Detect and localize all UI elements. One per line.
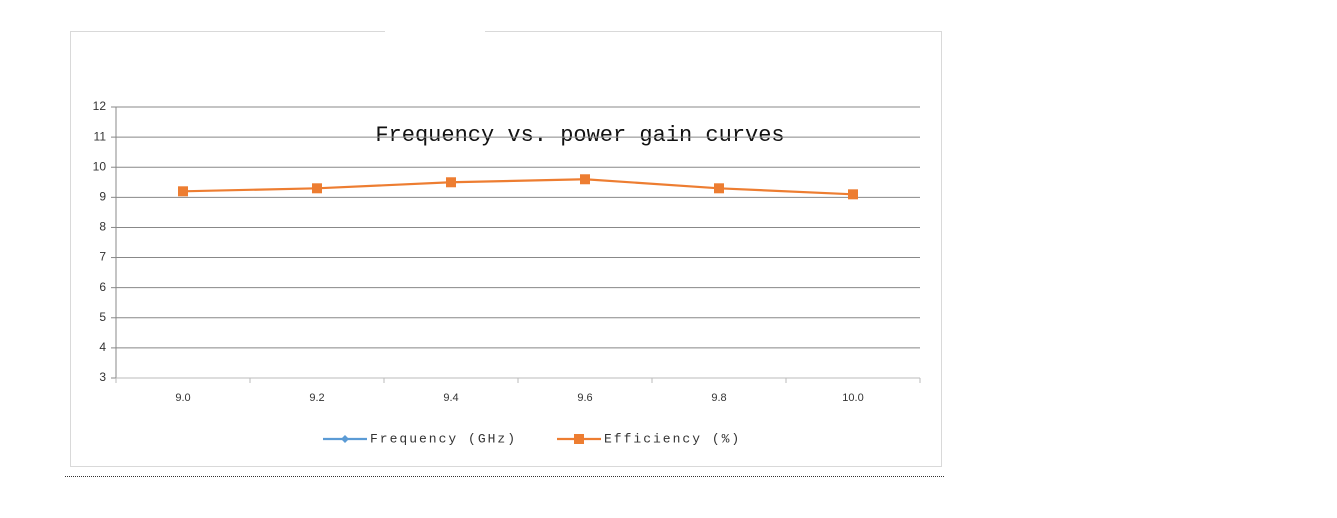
y-tick-label: 6 bbox=[99, 280, 106, 294]
y-tick-label: 9 bbox=[99, 190, 106, 204]
marker bbox=[312, 183, 322, 194]
y-tick-label: 10 bbox=[93, 159, 107, 173]
x-tick-label: 9.4 bbox=[443, 392, 458, 404]
y-tick-label: 8 bbox=[99, 220, 106, 234]
y-tick-label: 12 bbox=[93, 99, 107, 113]
y-tick-label: 5 bbox=[99, 310, 106, 324]
x-tick-label: 10.0 bbox=[842, 392, 863, 404]
x-tick-label: 9.6 bbox=[577, 392, 592, 404]
series-line bbox=[182, 178, 854, 196]
marker bbox=[714, 183, 724, 194]
x-tick-label: 9.0 bbox=[175, 392, 190, 404]
x-tick-label: 9.2 bbox=[309, 392, 324, 404]
chart-title: Frequency vs. power gain curves bbox=[375, 123, 784, 148]
legend-marker bbox=[574, 434, 584, 444]
frame-gap bbox=[385, 28, 485, 34]
y-tick-label: 3 bbox=[99, 370, 106, 384]
chart-frame bbox=[70, 31, 942, 467]
y-tick-label: 4 bbox=[99, 340, 106, 354]
x-tick-label: 9.8 bbox=[711, 392, 726, 404]
marker bbox=[580, 174, 590, 185]
y-tick-label: 7 bbox=[99, 250, 106, 264]
marker bbox=[848, 189, 858, 200]
marker bbox=[446, 177, 456, 188]
y-tick-label: 11 bbox=[94, 129, 107, 143]
legend-marker bbox=[341, 435, 349, 443]
marker bbox=[178, 186, 188, 197]
legend-label: Efficiency (%) bbox=[604, 431, 741, 446]
legend-label: Frequency (GHz) bbox=[370, 431, 517, 446]
